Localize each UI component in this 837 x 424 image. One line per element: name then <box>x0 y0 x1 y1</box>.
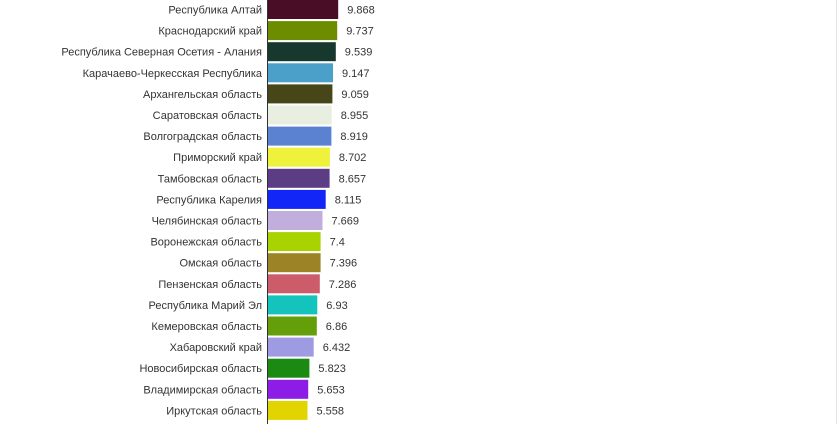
bar <box>268 42 336 62</box>
bar <box>268 147 330 167</box>
bar <box>268 126 332 146</box>
category-label: Республика Марий Эл <box>149 300 262 312</box>
value-label: 8.115 <box>335 194 362 206</box>
category-label: Челябинская область <box>152 216 263 228</box>
value-label: 9.737 <box>346 26 374 38</box>
category-label: Республика Алтай <box>168 5 262 17</box>
value-label: 5.823 <box>318 363 346 375</box>
value-label: 8.919 <box>340 131 368 143</box>
bar <box>268 189 326 209</box>
bar <box>268 274 320 294</box>
category-label: Новосибирская область <box>139 363 262 375</box>
value-label: 9.059 <box>341 89 369 101</box>
category-label: Кемеровская область <box>151 321 262 333</box>
category-label: Архангельская область <box>143 89 262 101</box>
value-label: 8.657 <box>339 173 367 185</box>
category-label: Саратовская область <box>153 110 263 122</box>
value-label: 8.702 <box>339 152 367 164</box>
bar <box>268 400 308 420</box>
value-label: 9.147 <box>342 68 370 80</box>
category-label: Приморский край <box>173 152 262 164</box>
bars-layer <box>268 0 339 420</box>
value-label: 6.93 <box>326 300 347 312</box>
category-label: Республика Северная Осетия - Алания <box>61 47 262 59</box>
bar <box>268 358 310 378</box>
value-label: 9.868 <box>347 5 375 17</box>
category-label: Хабаровский край <box>170 342 262 354</box>
bar <box>268 316 317 336</box>
value-label: 7.286 <box>329 279 357 291</box>
bar <box>268 232 321 252</box>
bar <box>268 168 330 188</box>
category-label: Тамбовская область <box>158 173 263 185</box>
bar <box>268 84 333 104</box>
category-label: Омская область <box>179 258 262 270</box>
category-label: Краснодарский край <box>158 26 262 38</box>
value-label: 6.432 <box>323 342 351 354</box>
category-label: Карачаево-Черкесская Республика <box>83 68 263 80</box>
bar <box>268 105 332 125</box>
bar <box>268 379 309 399</box>
value-label: 6.86 <box>326 321 347 333</box>
bar <box>268 63 333 83</box>
bar <box>268 211 323 230</box>
category-label: Республика Карелия <box>156 194 262 206</box>
bar <box>268 337 314 357</box>
bar <box>268 21 338 41</box>
category-labels: Республика Алтай Краснодарский край Респуб… <box>61 5 263 418</box>
category-label: Пензенская область <box>158 279 262 291</box>
category-label: Иркутская область <box>166 405 262 417</box>
value-label: 9.539 <box>345 47 373 59</box>
value-label: 8.955 <box>341 110 369 122</box>
category-label: Волгоградская область <box>143 131 262 143</box>
value-label: 5.558 <box>317 405 345 417</box>
value-labels: 9.868 9.737 9.539 9.147 9.059 8.955 8.919 8.702… <box>317 5 375 418</box>
category-label: Воронежская область <box>150 237 262 249</box>
bar <box>268 295 318 315</box>
value-label: 7.4 <box>330 237 345 249</box>
value-label: 7.669 <box>332 216 360 228</box>
value-label: 5.653 <box>317 384 345 396</box>
bar <box>268 253 321 273</box>
category-label: Владимирская область <box>143 384 262 396</box>
bar <box>268 0 339 19</box>
value-label: 7.396 <box>330 258 358 270</box>
